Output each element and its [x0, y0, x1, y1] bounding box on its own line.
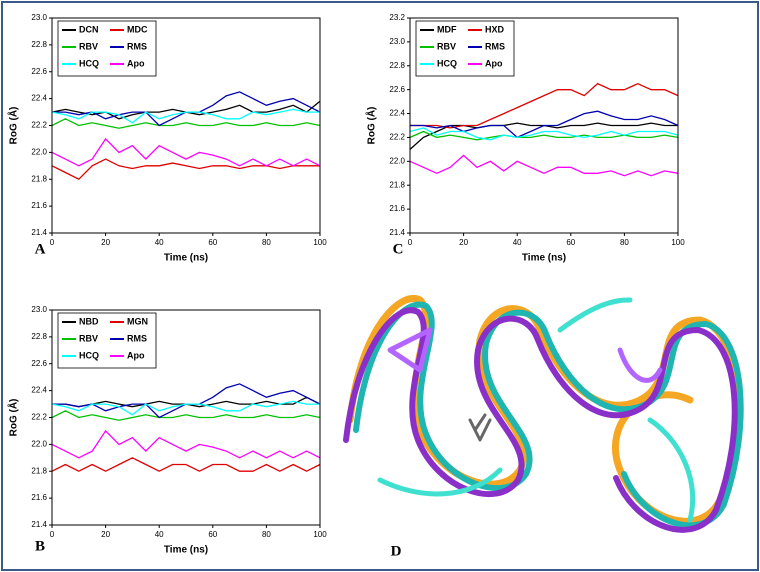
- y-tick-label: 22.2: [389, 133, 405, 142]
- series-line: [409, 127, 679, 141]
- x-tick-label: 40: [155, 530, 164, 539]
- x-tick-label: 40: [513, 238, 522, 247]
- x-axis-title: Time (ns): [164, 545, 208, 556]
- x-axis-title: Time (ns): [164, 253, 208, 264]
- y-tick-label: 21.4: [389, 228, 405, 237]
- x-tick-label: 60: [208, 530, 217, 539]
- x-axis-title: Time (ns): [522, 253, 566, 264]
- series-line: [51, 400, 320, 416]
- chart: 21.4 21.6 21.8 22.0 22.2 22.4 22.6 22.8 23.0 23.2…: [365, 13, 686, 264]
- legend-label: RMS: [127, 41, 147, 51]
- series-line: [409, 154, 679, 177]
- y-tick-label: 22.0: [31, 147, 47, 156]
- x-tick-label: 80: [262, 238, 271, 247]
- legend-label: NBD: [79, 316, 99, 326]
- y-tick-label: 23.2: [389, 13, 405, 22]
- legend-label: RBV: [437, 41, 456, 51]
- series-line: [410, 110, 679, 139]
- y-tick-label: 22.0: [389, 156, 405, 165]
- series-line: [51, 118, 321, 129]
- panel-label: B: [35, 538, 45, 554]
- y-tick-label: 22.6: [389, 85, 405, 94]
- legend-label: RBV: [79, 333, 98, 343]
- y-tick-label: 22.2: [31, 121, 47, 130]
- y-tick-label: 22.8: [31, 332, 47, 341]
- y-tick-label: 22.0: [31, 439, 47, 448]
- legend-label: Apo: [127, 58, 145, 68]
- y-tick-label: 21.8: [31, 174, 47, 183]
- series-line: [51, 457, 321, 472]
- series-line: [409, 130, 679, 141]
- series-line: [51, 410, 321, 421]
- legend-label: HCQ: [437, 58, 457, 68]
- series-line: [51, 137, 321, 167]
- protein-structure: [343, 295, 744, 533]
- y-tick-label: 21.8: [31, 466, 47, 475]
- y-tick-label: 22.6: [31, 67, 47, 76]
- y-tick-label: 22.4: [31, 386, 47, 395]
- y-tick-label: 21.4: [31, 228, 47, 237]
- legend-label: Apo: [485, 58, 503, 68]
- x-tick-label: 20: [101, 238, 110, 247]
- series-line: [51, 108, 320, 124]
- chart: 21.4 21.6 21.8 22.0 22.2 22.4 22.6 22.8 23.0 0 20 4…: [7, 305, 328, 556]
- legend-label: MDC: [127, 24, 148, 34]
- y-tick-label: 22.6: [31, 359, 47, 368]
- y-tick-label: 21.6: [31, 201, 47, 210]
- y-tick-label: 23.0: [31, 13, 47, 22]
- x-tick-label: 40: [155, 238, 164, 247]
- y-tick-label: 22.2: [31, 413, 47, 422]
- x-tick-label: 20: [101, 530, 110, 539]
- panel-label: A: [35, 241, 46, 257]
- y-tick-label: 22.8: [389, 61, 405, 70]
- y-tick-label: 22.4: [31, 94, 47, 103]
- legend-label: Apo: [127, 350, 145, 360]
- chart: 21.4 21.6 21.8 22.0 22.2 22.4 22.6 22.8 23.0 0 20 4…: [7, 13, 328, 264]
- y-tick-label: 22.8: [31, 40, 47, 49]
- x-tick-label: 60: [566, 238, 575, 247]
- panel-label: D: [391, 543, 402, 559]
- legend-label: RMS: [127, 333, 147, 343]
- y-tick-label: 23.0: [389, 37, 405, 46]
- x-tick-label: 80: [620, 238, 629, 247]
- series-line: [51, 158, 320, 180]
- y-tick-label: 21.4: [31, 520, 47, 529]
- x-tick-label: 80: [262, 530, 271, 539]
- y-axis-title: RoG (Å): [7, 107, 20, 145]
- legend-label: HCQ: [79, 58, 99, 68]
- legend-label: DCN: [79, 24, 99, 34]
- x-tick-label: 100: [671, 238, 685, 247]
- legend-label: MGN: [127, 316, 148, 326]
- plot-frame: [409, 17, 679, 234]
- legend-label: HCQ: [79, 350, 99, 360]
- series-line: [51, 429, 321, 459]
- y-axis-title: RoG (Å): [365, 107, 378, 145]
- y-tick-label: 21.6: [389, 204, 405, 213]
- x-tick-label: 20: [459, 238, 468, 247]
- legend-label: RBV: [79, 41, 98, 51]
- x-tick-label: 0: [408, 238, 413, 247]
- y-tick-label: 22.4: [389, 109, 405, 118]
- x-tick-label: 0: [50, 530, 55, 539]
- legend-label: MDF: [437, 24, 457, 34]
- y-axis-title: RoG (Å): [7, 399, 20, 437]
- x-tick-label: 60: [208, 238, 217, 247]
- y-tick-label: 21.8: [389, 180, 405, 189]
- legend-label: HXD: [485, 24, 505, 34]
- panel-label: C: [393, 241, 404, 257]
- legend-label: RMS: [485, 41, 505, 51]
- y-tick-label: 23.0: [31, 305, 47, 314]
- x-tick-label: 100: [313, 238, 327, 247]
- x-tick-label: 0: [50, 238, 55, 247]
- y-tick-label: 21.6: [31, 493, 47, 502]
- x-tick-label: 100: [313, 530, 327, 539]
